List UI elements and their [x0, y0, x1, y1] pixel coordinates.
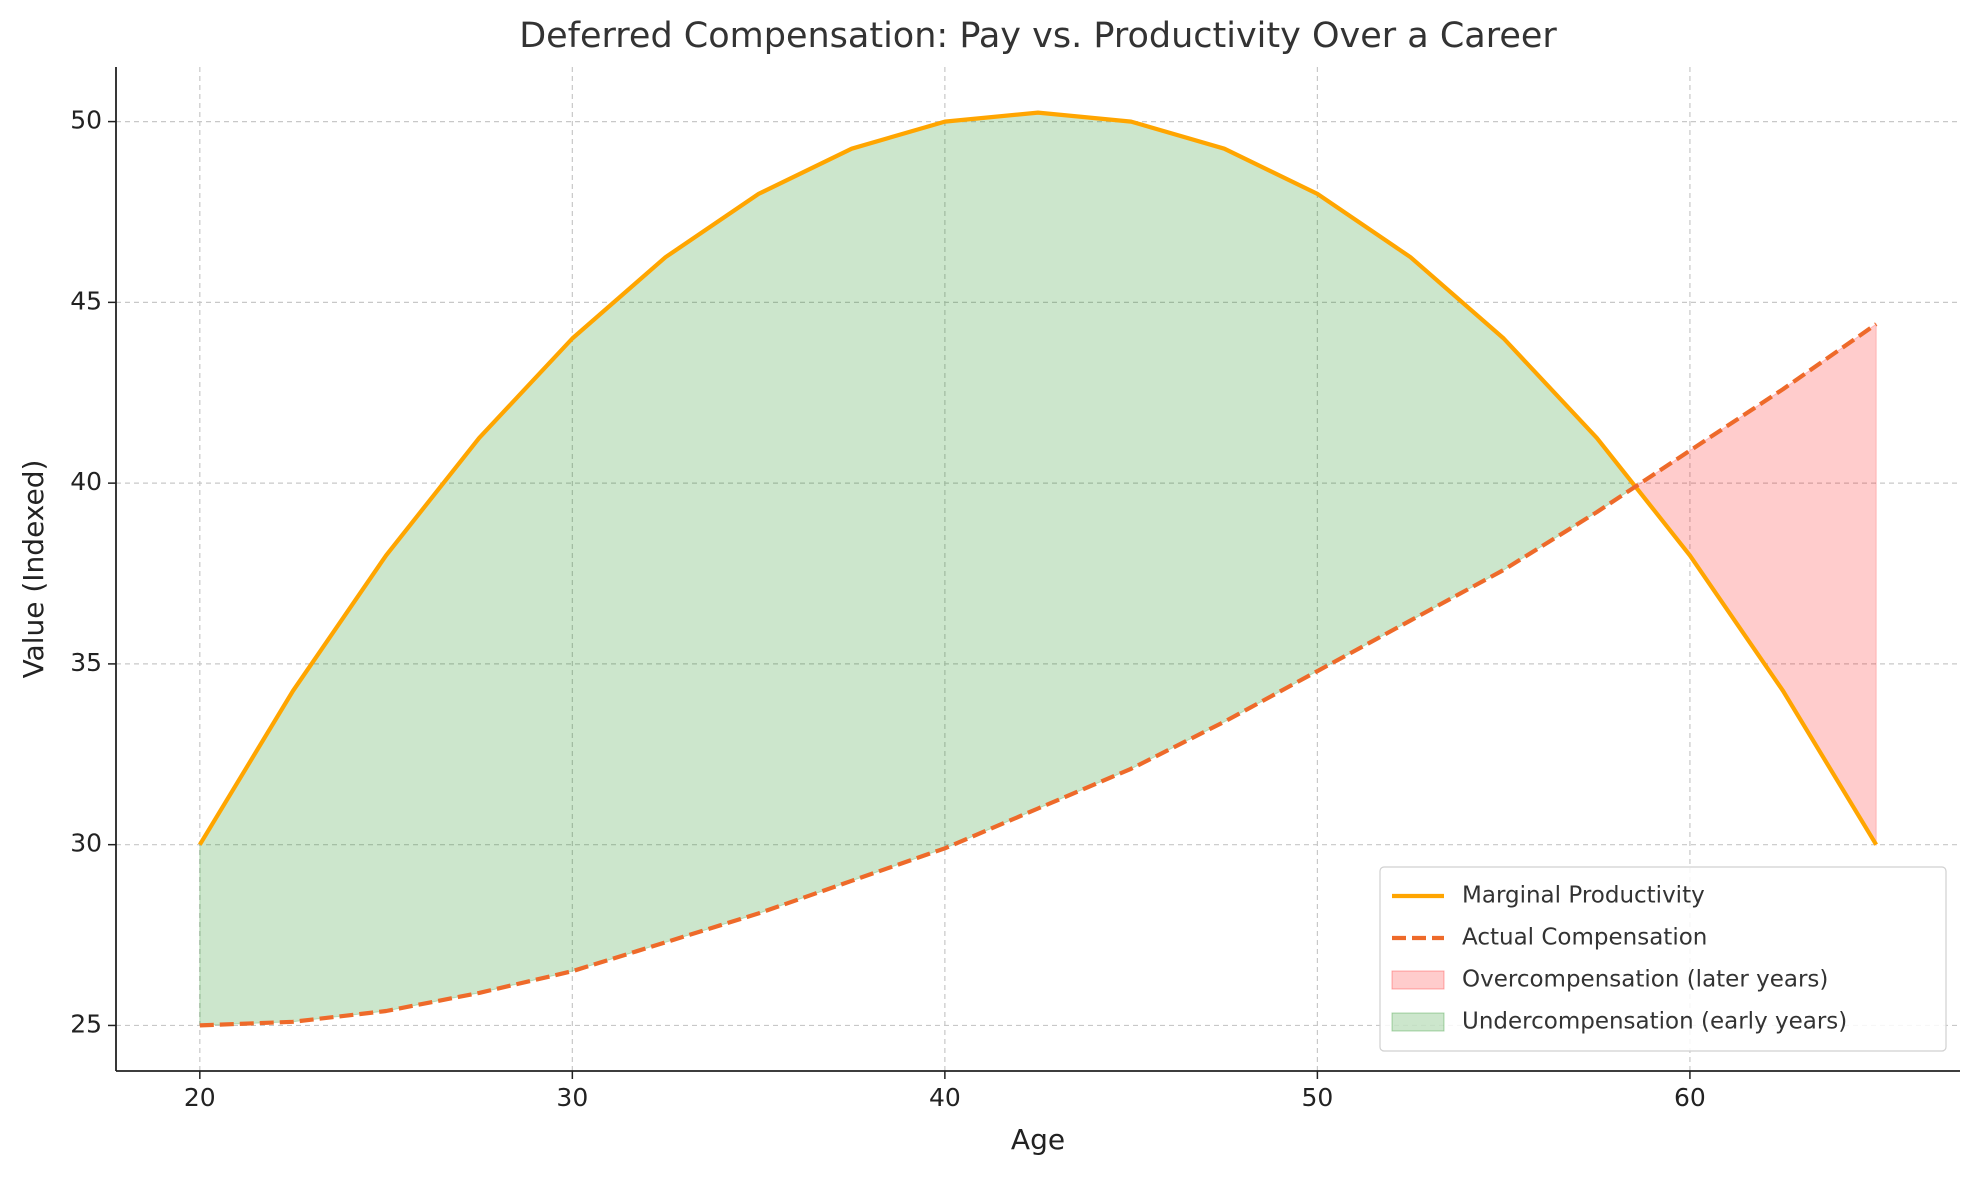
y-tick-label: 50 [70, 106, 102, 135]
x-tick-label: 40 [929, 1083, 961, 1112]
x-tick-label: 60 [1674, 1083, 1706, 1112]
legend-swatch [1391, 970, 1445, 990]
chart-title: Deferred Compensation: Pay vs. Productiv… [519, 16, 1557, 56]
legend: Marginal Productivity Actual Compensation… [1379, 866, 1947, 1052]
legend-label: Undercompensation (early years) [1462, 1009, 1847, 1035]
legend-label: Actual Compensation [1462, 925, 1707, 951]
series-line [198, 110, 1878, 846]
legend-label: Overcompensation (later years) [1462, 967, 1828, 993]
fill-area [1634, 323, 1877, 847]
y-tick-label: 30 [70, 829, 102, 858]
x-axis-label: Age [1011, 1123, 1065, 1156]
series-line [199, 322, 1878, 1028]
legend-label: Marginal Productivity [1462, 883, 1705, 909]
x-tick-label: 30 [556, 1083, 588, 1112]
y-tick-label: 45 [70, 286, 102, 315]
y-tick-label: 25 [70, 1009, 102, 1038]
x-tick-label: 20 [184, 1083, 216, 1112]
y-axis-label: Value (Indexed) [17, 460, 50, 679]
y-tick-label: 40 [70, 467, 102, 496]
x-tick-label: 50 [1301, 1083, 1333, 1112]
y-tick-label: 35 [70, 648, 102, 677]
legend-swatch [1391, 1012, 1445, 1032]
legend-frame [1379, 866, 1947, 1052]
